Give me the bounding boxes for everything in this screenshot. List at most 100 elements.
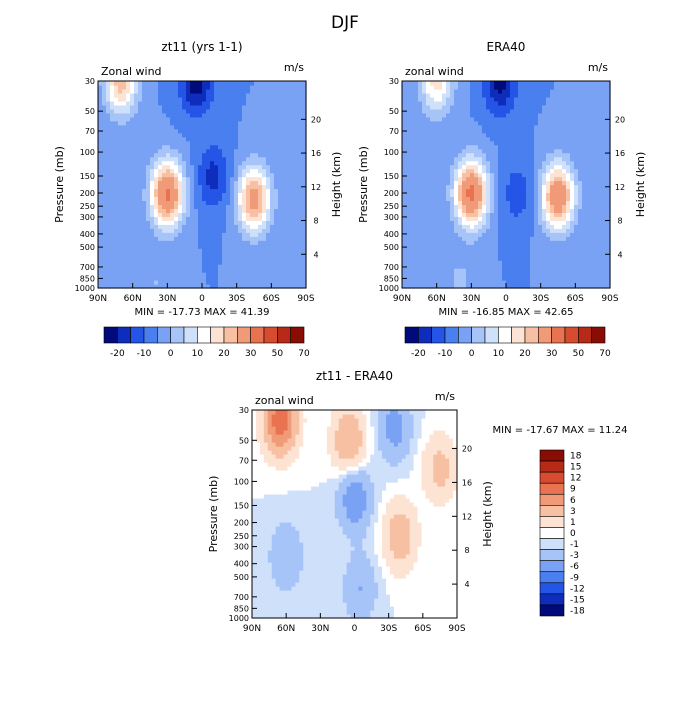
field-cell [126,244,131,249]
field-cell [150,240,155,245]
field-cell [250,208,255,213]
field-cell [430,133,435,138]
field-cell [454,224,459,229]
field-cell [190,244,195,249]
field-cell [490,264,495,269]
field-cell [282,276,287,281]
field-cell [162,216,167,221]
field-cell [450,200,455,205]
field-cell [526,165,531,170]
field-cell [122,149,127,154]
field-cell [194,280,199,285]
field-cell [446,256,451,261]
field-cell [282,145,287,150]
field-cell [498,93,503,98]
field-cell [158,240,163,245]
field-cell [418,133,423,138]
field-cell [278,109,283,114]
field-cell [114,157,119,162]
field-cell [130,129,135,134]
field-cell [122,109,127,114]
field-cell [278,260,283,265]
field-cell [146,240,151,245]
field-cell [466,101,471,106]
field-cell [178,188,183,193]
field-cell [278,256,283,261]
field-cell [194,161,199,166]
field-cell [494,264,499,269]
field-cell [438,153,443,158]
field-cell [498,113,503,118]
field-cell [230,216,235,221]
field-cell [526,208,531,213]
field-cell [174,280,179,285]
field-cell [166,216,171,221]
field-cell [138,212,143,217]
field-cell [566,85,571,90]
field-cell [554,232,559,237]
field-cell [278,173,283,178]
field-cell [270,248,275,253]
field-cell [126,256,131,261]
field-cell [142,240,147,245]
field-cell [522,153,527,158]
field-cell [490,208,495,213]
field-cell [142,185,147,190]
field-cell [438,181,443,186]
field-cell [114,228,119,233]
field-cell [542,252,547,257]
field-cell [242,89,247,94]
field-cell [502,101,507,106]
field-cell [266,248,271,253]
field-cell [406,153,411,158]
field-cell [474,280,479,285]
field-cell [206,232,211,237]
field-cell [534,192,539,197]
field-cell [474,153,479,158]
field-cell [238,165,243,170]
field-cell [494,153,499,158]
field-cell [550,240,555,245]
field-cell [266,196,271,201]
field-cell [418,149,423,154]
field-cell [294,157,299,162]
field-cell [514,157,519,162]
field-cell [442,236,447,241]
field-cell [166,256,171,261]
field-cell [178,212,183,217]
field-cell [402,260,407,265]
field-cell [482,196,487,201]
field-cell [446,272,451,277]
field-cell [222,145,227,150]
field-cell [110,208,115,213]
field-cell [202,145,207,150]
field-cell [498,188,503,193]
field-cell [242,141,247,146]
field-cell [118,280,123,285]
field-cell [458,280,463,285]
field-cell [110,276,115,281]
field-cell [134,109,139,114]
field-cell [462,192,467,197]
colorbar-swatch [144,327,157,343]
field-cell [138,117,143,122]
field-cell [194,232,199,237]
field-cell [202,212,207,217]
field-cell [542,224,547,229]
field-cell [550,185,555,190]
field-cell [170,236,175,241]
field-cell [414,244,419,249]
field-cell [150,113,155,118]
field-cell [562,200,567,205]
field-cell [482,121,487,126]
field-cell [486,216,491,221]
field-cell [562,165,567,170]
field-cell [118,212,123,217]
field-cell [494,177,499,182]
field-cell [502,129,507,134]
field-cell [414,105,419,110]
field-cell [422,145,427,150]
field-cell [126,125,131,130]
field-cell [546,181,551,186]
field-cell [434,228,439,233]
